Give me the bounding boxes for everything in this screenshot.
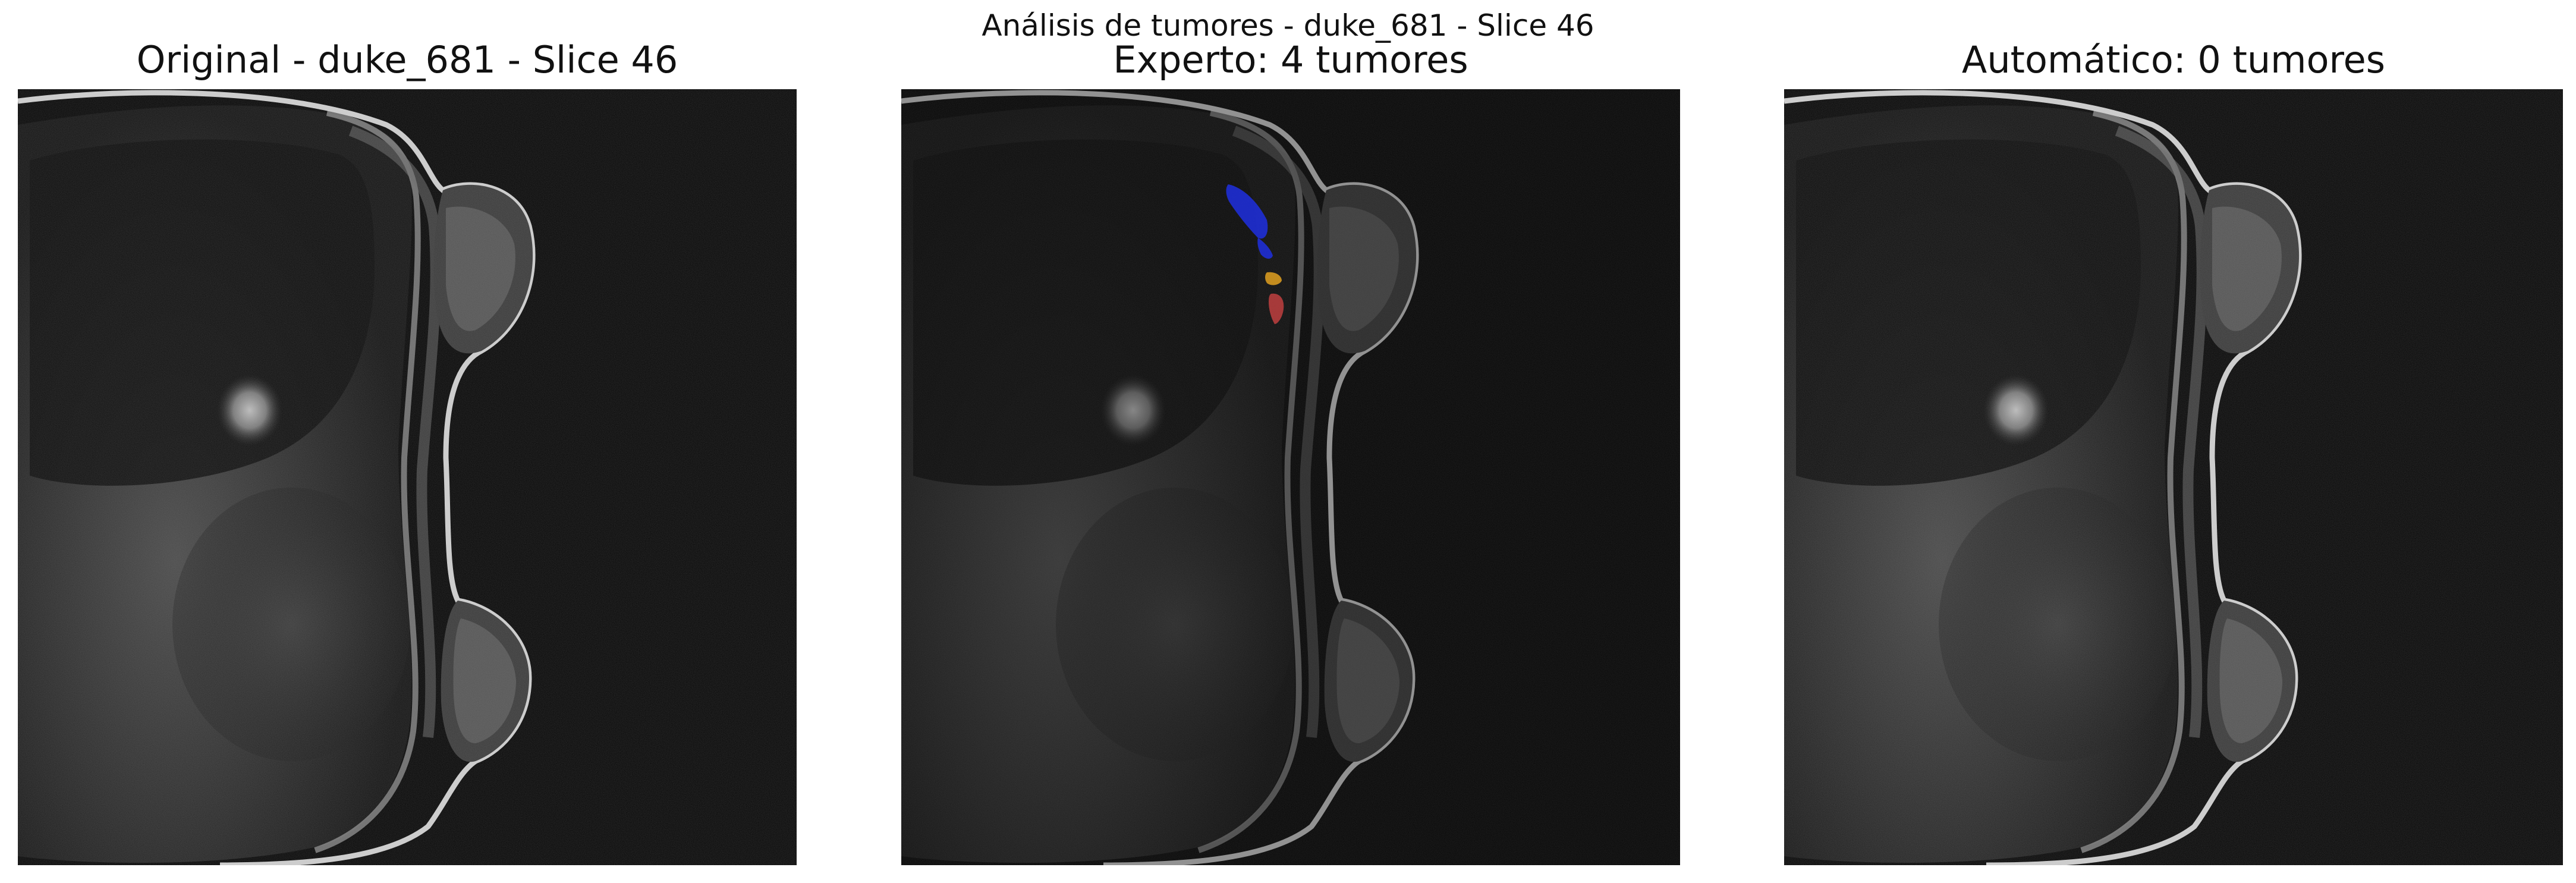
expert-segmentation-image [901,89,1680,865]
panel-title-original: Original - duke_681 - Slice 46 [136,38,678,81]
figure-suptitle: Análisis de tumores - duke_681 - Slice 4… [982,8,1594,43]
tumor-segment-1 [1226,184,1268,239]
tumor-segment-4 [1269,293,1284,324]
original-slice-image [18,89,797,865]
panel-title-expert: Experto: 4 tumores [1113,38,1468,81]
tumor-segment-2 [1257,238,1273,259]
tumor-segment-3 [1265,272,1282,285]
automatic-segmentation-image [1784,89,2563,865]
expert-tumor-overlays [1226,184,1284,324]
panel-title-automatic: Automático: 0 tumores [1961,38,2386,81]
